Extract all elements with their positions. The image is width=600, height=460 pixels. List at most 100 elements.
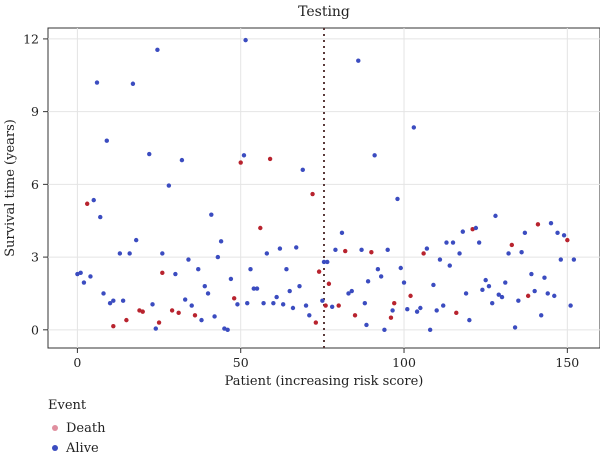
point-death: [111, 323, 116, 329]
point-death: [231, 296, 237, 301]
point-alive: [228, 276, 234, 282]
point-alive: [280, 302, 286, 307]
point-alive: [568, 303, 573, 308]
point-alive: [427, 327, 433, 333]
point-death: [326, 281, 332, 286]
chart-title: Testing: [298, 4, 350, 20]
point-alive: [548, 220, 554, 226]
point-death: [176, 310, 181, 316]
point-alive: [424, 246, 430, 251]
point-alive: [104, 138, 109, 143]
y-tick-label: 9: [31, 104, 39, 119]
point-alive: [287, 288, 292, 294]
point-alive: [499, 294, 505, 300]
point-alive: [320, 298, 325, 303]
point-alive: [101, 291, 106, 296]
legend-swatch-death: [52, 425, 58, 431]
point-alive: [117, 251, 123, 256]
point-alive: [294, 245, 299, 250]
point-alive: [372, 153, 377, 158]
point-alive: [473, 225, 479, 231]
point-alive: [321, 259, 327, 265]
point-alive: [382, 327, 387, 333]
point-alive: [182, 297, 188, 302]
y-tick-label: 12: [23, 31, 39, 46]
legend-swatch-alive: [52, 445, 58, 451]
point-alive: [111, 298, 116, 303]
point-death: [454, 310, 459, 316]
point-alive: [539, 313, 544, 318]
point-alive: [127, 251, 132, 256]
point-alive: [414, 309, 420, 314]
point-alive: [542, 275, 547, 280]
legend-label-death: Death: [66, 420, 106, 436]
point-death: [313, 320, 319, 325]
point-alive: [529, 271, 534, 277]
point-alive: [339, 230, 345, 236]
point-alive: [356, 58, 361, 63]
point-death: [535, 222, 541, 227]
point-alive: [532, 288, 537, 294]
point-alive: [346, 291, 351, 296]
point-death: [352, 313, 358, 318]
point-alive: [493, 213, 498, 219]
point-alive: [398, 265, 403, 271]
x-tick-label: 100: [392, 355, 416, 370]
point-alive: [325, 259, 330, 265]
point-alive: [303, 303, 309, 308]
point-death: [156, 320, 162, 325]
point-alive: [437, 257, 443, 262]
point-death: [267, 156, 273, 162]
point-death: [140, 309, 145, 314]
point-alive: [506, 251, 511, 256]
point-alive: [205, 291, 211, 296]
point-alive: [329, 304, 335, 309]
point-alive: [179, 157, 185, 163]
point-alive: [364, 322, 369, 328]
point-death: [192, 313, 198, 318]
point-alive: [307, 313, 312, 318]
point-alive: [552, 293, 557, 299]
point-alive: [359, 247, 364, 253]
point-death: [160, 270, 165, 276]
point-alive: [365, 279, 371, 284]
x-tick-label: 50: [233, 355, 249, 370]
point-alive: [441, 303, 446, 308]
point-alive: [274, 294, 279, 300]
point-alive: [512, 325, 518, 330]
point-alive: [264, 251, 270, 256]
point-alive: [130, 81, 136, 86]
y-tick-label: 6: [31, 177, 39, 192]
point-death: [369, 250, 374, 255]
point-alive: [81, 280, 87, 285]
point-alive: [254, 286, 260, 291]
point-alive: [209, 212, 214, 217]
legend-title: Event: [48, 398, 87, 413]
point-alive: [160, 251, 165, 256]
point-alive: [215, 254, 221, 260]
point-alive: [150, 302, 155, 307]
legend-item-alive: Alive: [48, 438, 105, 458]
point-death: [421, 251, 426, 256]
point-alive: [290, 305, 296, 311]
point-alive: [362, 300, 368, 306]
x-tick-label: 150: [555, 355, 579, 370]
point-alive: [147, 151, 152, 157]
point-alive: [196, 267, 201, 272]
point-alive: [516, 298, 521, 303]
point-alive: [94, 80, 100, 85]
point-death: [124, 317, 129, 323]
point-alive: [467, 317, 472, 323]
point-alive: [277, 246, 283, 251]
y-axis-label: Survival time (years): [3, 119, 18, 257]
point-alive: [225, 327, 230, 333]
point-alive: [555, 230, 560, 236]
point-alive: [245, 300, 250, 306]
point-alive: [418, 305, 423, 311]
point-alive: [173, 271, 178, 277]
data-points: [75, 37, 577, 333]
point-alive: [155, 47, 160, 53]
scatter-chart: Testing 0 50 100 150 0 3 6 9 12 Patient (increas…: [3, 4, 600, 389]
point-alive: [98, 214, 103, 220]
point-death: [388, 315, 394, 320]
